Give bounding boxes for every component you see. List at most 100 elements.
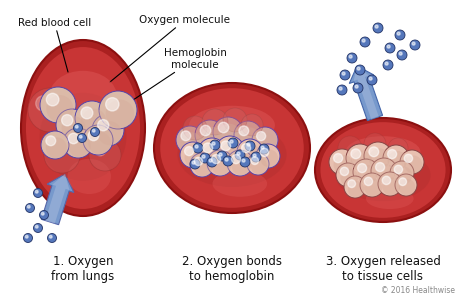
Ellipse shape: [189, 106, 274, 145]
Circle shape: [200, 127, 222, 149]
Circle shape: [384, 43, 394, 53]
Circle shape: [399, 150, 423, 174]
Circle shape: [207, 150, 233, 176]
Circle shape: [68, 135, 90, 157]
Circle shape: [256, 133, 275, 152]
Circle shape: [372, 23, 382, 33]
Circle shape: [193, 143, 202, 153]
Circle shape: [343, 176, 365, 198]
Circle shape: [99, 91, 137, 129]
Ellipse shape: [345, 136, 420, 167]
Circle shape: [190, 153, 213, 177]
Circle shape: [350, 150, 371, 171]
Ellipse shape: [177, 122, 286, 187]
Circle shape: [202, 109, 228, 135]
Circle shape: [260, 148, 268, 157]
Circle shape: [35, 190, 38, 193]
Circle shape: [398, 52, 401, 55]
Circle shape: [44, 137, 80, 173]
Circle shape: [246, 143, 250, 146]
Circle shape: [364, 177, 372, 186]
Circle shape: [25, 236, 28, 238]
Circle shape: [81, 107, 93, 119]
Circle shape: [261, 146, 263, 149]
Circle shape: [340, 167, 348, 176]
Circle shape: [347, 181, 364, 197]
Circle shape: [200, 125, 210, 136]
Circle shape: [256, 131, 265, 141]
Circle shape: [184, 148, 204, 167]
Circle shape: [394, 30, 404, 40]
Circle shape: [350, 149, 360, 159]
Ellipse shape: [365, 188, 413, 209]
Circle shape: [88, 132, 111, 154]
Circle shape: [202, 143, 212, 153]
Circle shape: [386, 45, 389, 48]
Circle shape: [34, 188, 42, 197]
Ellipse shape: [314, 118, 450, 222]
FancyArrow shape: [45, 174, 69, 224]
Circle shape: [347, 180, 355, 188]
Circle shape: [218, 124, 240, 146]
Circle shape: [398, 179, 414, 196]
Circle shape: [386, 151, 406, 170]
Ellipse shape: [320, 122, 445, 218]
Circle shape: [49, 236, 52, 238]
Circle shape: [348, 55, 351, 58]
Circle shape: [46, 95, 73, 122]
Circle shape: [46, 93, 59, 106]
Circle shape: [368, 148, 389, 169]
Text: Oxygen molecule: Oxygen molecule: [110, 15, 230, 82]
Circle shape: [50, 143, 63, 156]
Circle shape: [41, 131, 69, 159]
Circle shape: [28, 206, 30, 208]
Circle shape: [73, 124, 82, 133]
Circle shape: [223, 108, 246, 132]
Circle shape: [202, 144, 224, 165]
Circle shape: [250, 158, 267, 174]
Circle shape: [352, 159, 378, 185]
FancyArrow shape: [353, 66, 378, 119]
Text: 2. Oxygen bonds
to hemoglobin: 2. Oxygen bonds to hemoglobin: [182, 255, 281, 283]
Circle shape: [95, 145, 106, 156]
Circle shape: [236, 139, 263, 165]
Ellipse shape: [67, 159, 111, 194]
Circle shape: [381, 176, 390, 184]
Circle shape: [63, 128, 93, 158]
Circle shape: [252, 154, 256, 157]
Circle shape: [370, 158, 396, 184]
Circle shape: [366, 75, 376, 85]
Circle shape: [382, 60, 392, 70]
Circle shape: [241, 159, 245, 162]
Circle shape: [39, 211, 48, 220]
Circle shape: [192, 161, 195, 164]
Ellipse shape: [49, 71, 117, 124]
Circle shape: [341, 72, 344, 75]
Circle shape: [409, 40, 419, 50]
Circle shape: [97, 120, 109, 131]
Circle shape: [346, 53, 356, 63]
Circle shape: [393, 165, 402, 174]
Circle shape: [83, 125, 113, 155]
Circle shape: [211, 156, 230, 175]
Circle shape: [337, 136, 361, 160]
Text: 1. Oxygen
from lungs: 1. Oxygen from lungs: [51, 255, 114, 283]
Ellipse shape: [335, 149, 430, 201]
Circle shape: [79, 135, 82, 138]
Circle shape: [75, 101, 109, 135]
Circle shape: [359, 173, 383, 197]
Circle shape: [387, 138, 407, 158]
Circle shape: [46, 136, 56, 146]
Circle shape: [357, 164, 366, 172]
Circle shape: [389, 161, 413, 185]
Circle shape: [352, 83, 362, 93]
Circle shape: [92, 129, 95, 132]
Circle shape: [195, 120, 224, 150]
Circle shape: [90, 128, 99, 136]
Text: Hemoglobin
molecule: Hemoglobin molecule: [100, 48, 226, 122]
Circle shape: [411, 42, 414, 45]
Circle shape: [62, 116, 85, 140]
Circle shape: [106, 98, 119, 111]
Circle shape: [335, 163, 359, 187]
Circle shape: [363, 142, 391, 170]
